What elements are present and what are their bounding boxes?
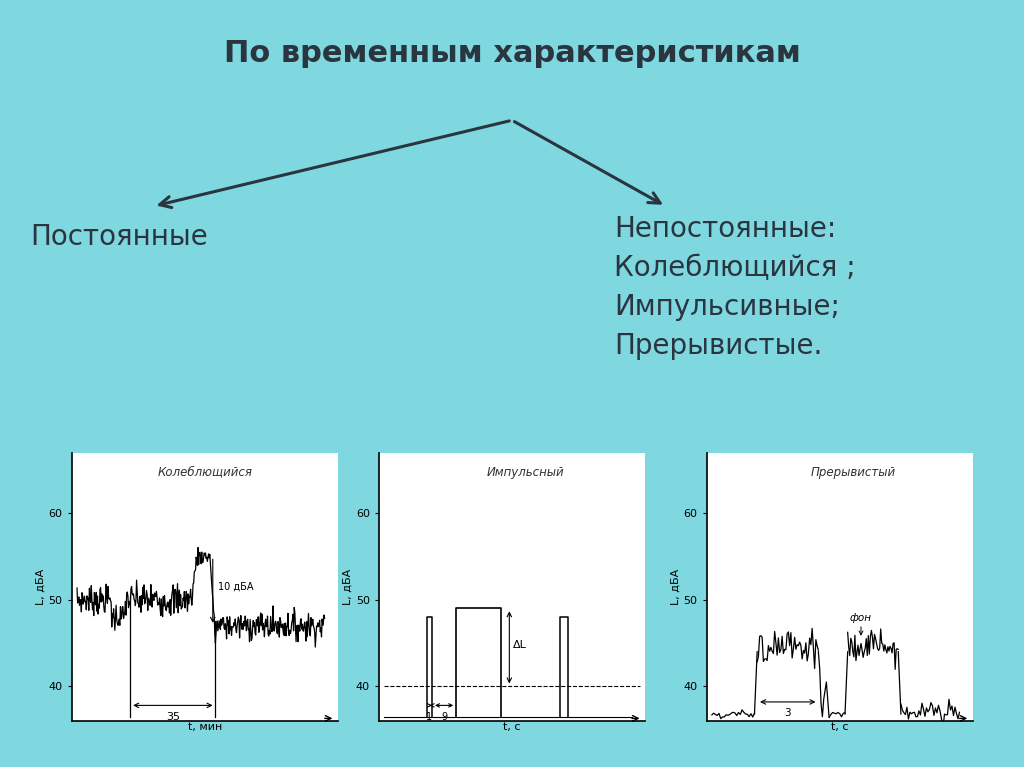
- Y-axis label: L, дБА: L, дБА: [36, 568, 46, 605]
- Text: 9: 9: [441, 713, 447, 723]
- Text: Прерывистый: Прерывистый: [810, 466, 896, 479]
- Text: 3: 3: [784, 708, 792, 718]
- Text: Постоянные: Постоянные: [31, 223, 209, 252]
- Text: ΔL: ΔL: [513, 640, 527, 650]
- Text: По временным характеристикам: По временным характеристикам: [223, 38, 801, 67]
- Text: 10 дБА: 10 дБА: [218, 581, 254, 592]
- Text: 1: 1: [426, 713, 432, 723]
- Text: Импульсный: Импульсный: [486, 466, 564, 479]
- Text: Непостоянные:
Колеблющийся ;
Импульсивные;
Прерывистые.: Непостоянные: Колеблющийся ; Импульсивны…: [614, 215, 856, 360]
- Text: 35: 35: [166, 713, 180, 723]
- X-axis label: t, мин: t, мин: [187, 723, 222, 732]
- X-axis label: t, с: t, с: [503, 723, 521, 732]
- Y-axis label: L, дБА: L, дБА: [671, 568, 681, 605]
- X-axis label: t, с: t, с: [830, 723, 849, 732]
- Y-axis label: L, дБА: L, дБА: [343, 568, 353, 605]
- Text: Колеблющийся: Колеблющийся: [158, 466, 252, 479]
- Text: фон: фон: [850, 614, 872, 624]
